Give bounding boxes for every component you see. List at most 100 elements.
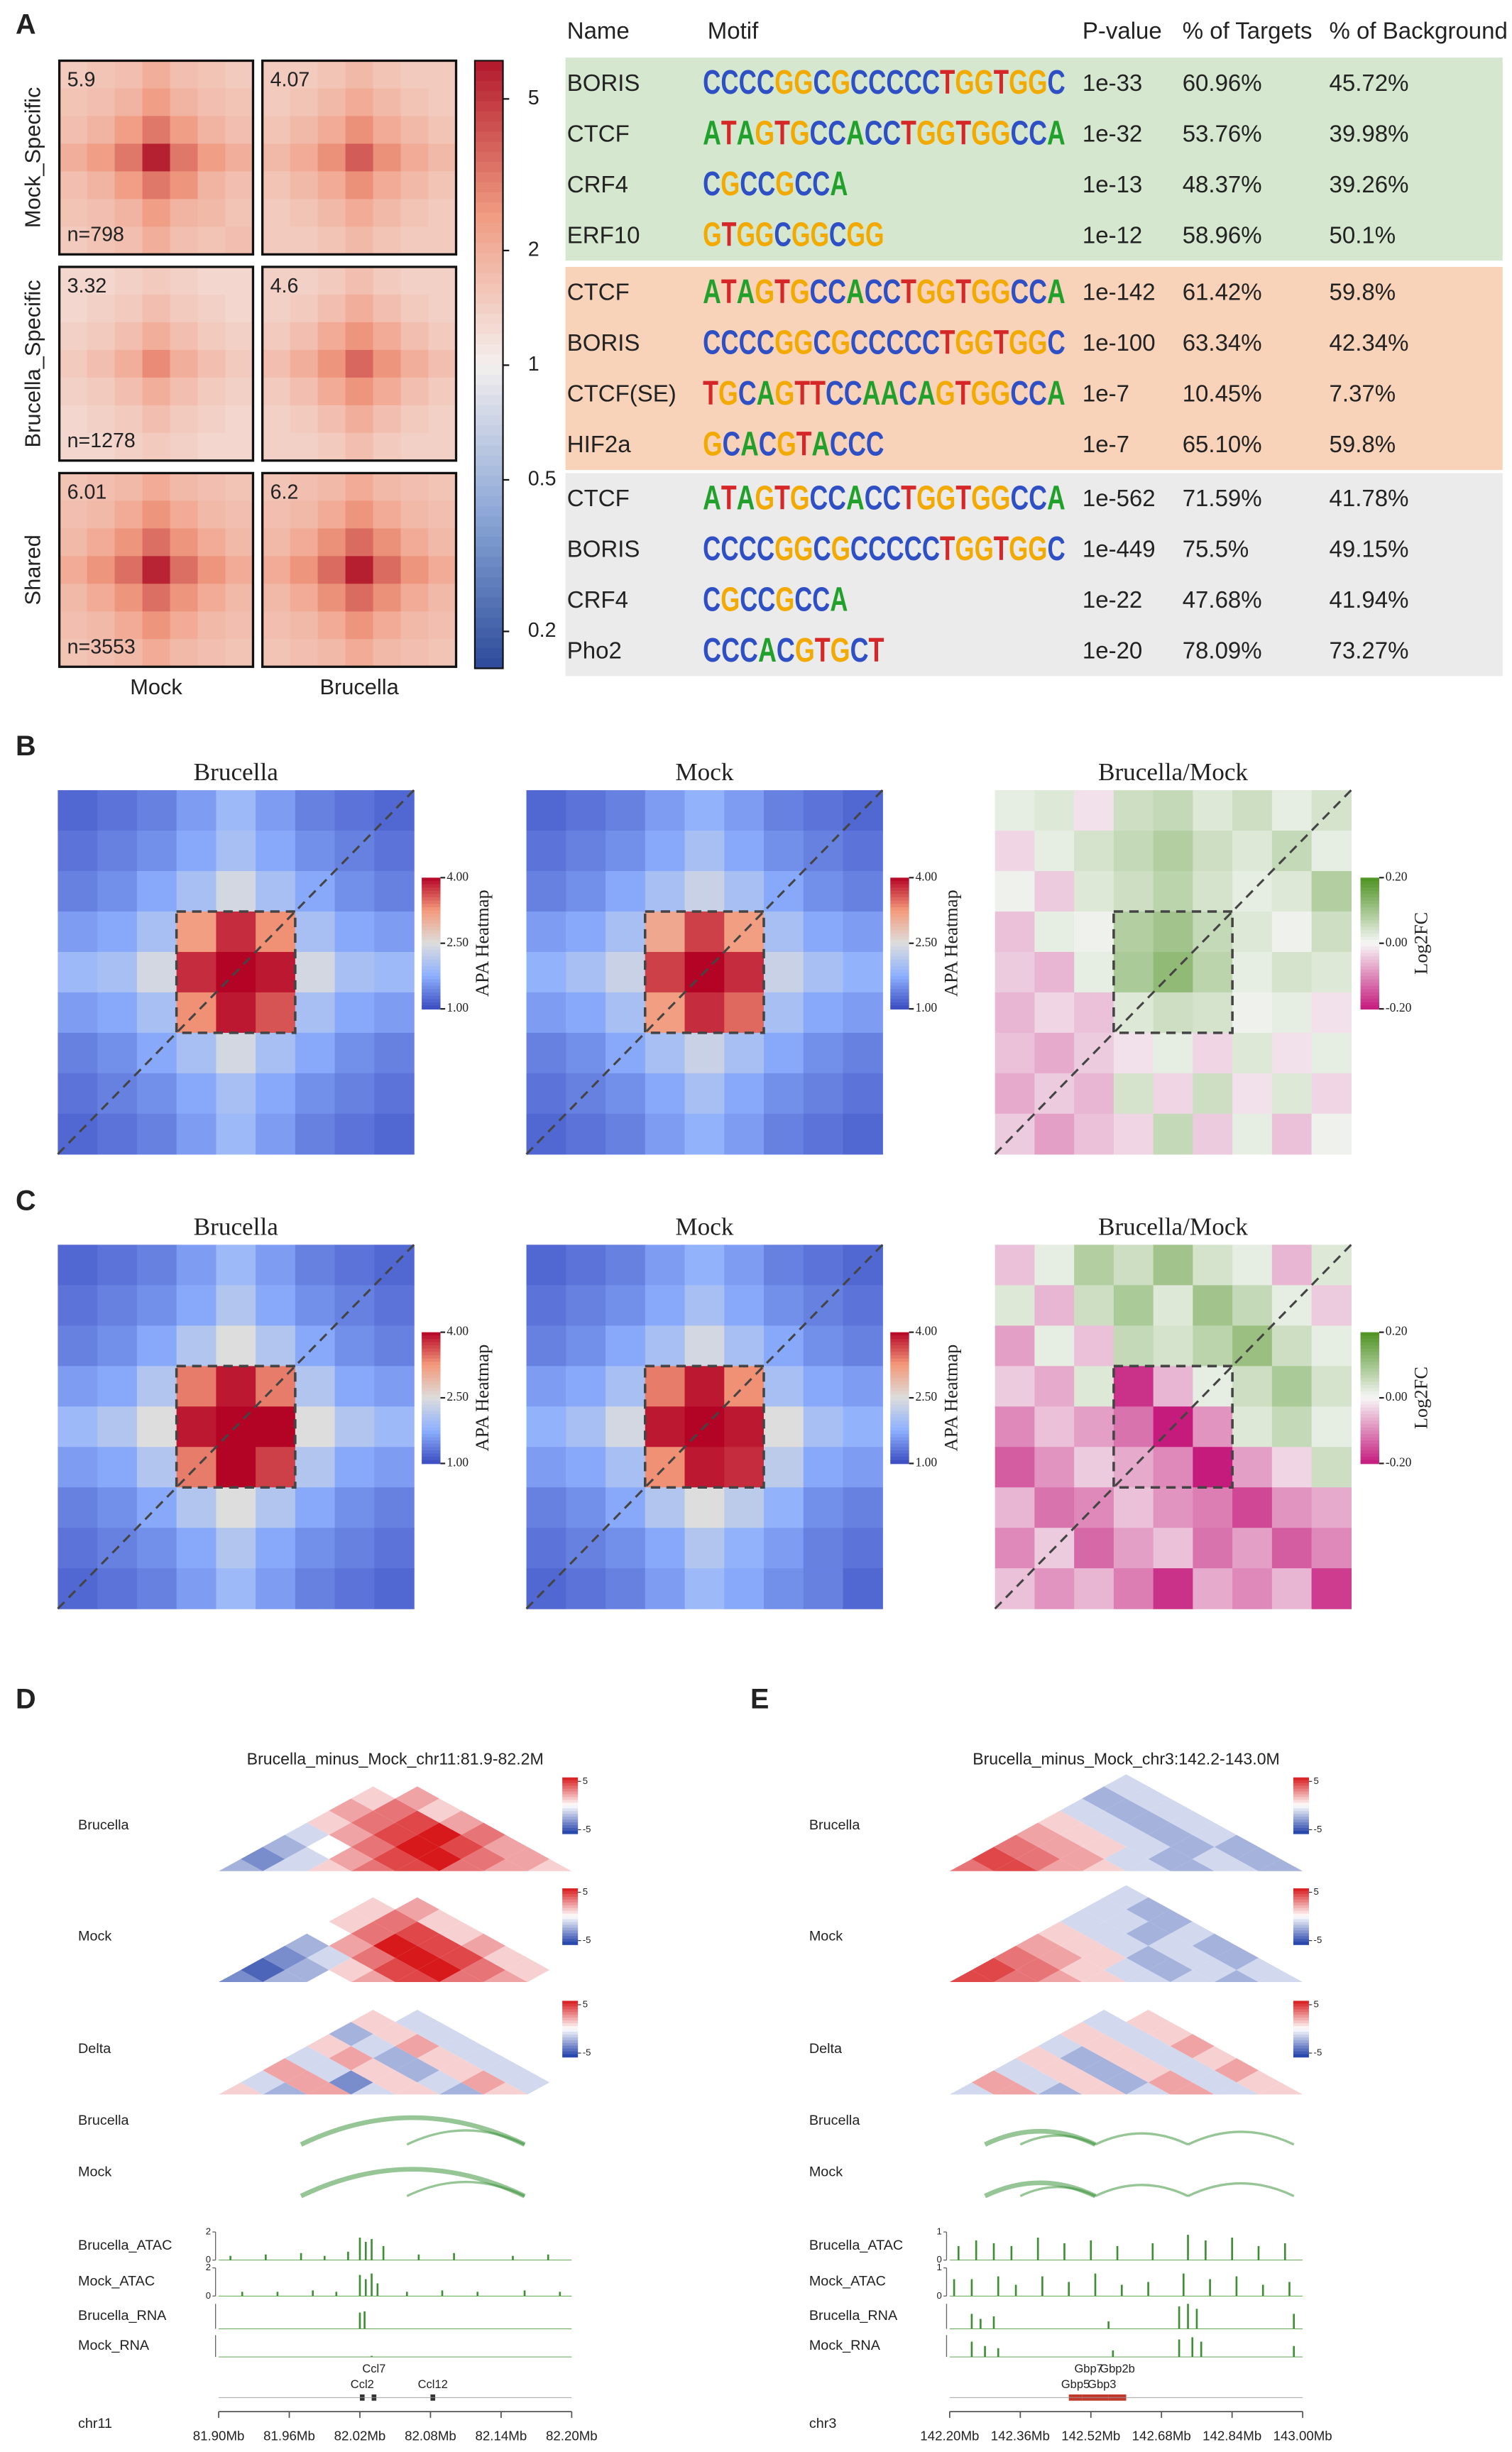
colorbar-segment [890,959,909,964]
signal-bar [417,2254,420,2260]
colorbar-segment [890,1384,909,1389]
colorbar-segment [890,897,909,902]
colorbar-segment [562,2009,579,2013]
heatmap-cell [114,639,143,667]
colorbar-segment [1360,1358,1379,1363]
heatmap-cell [374,1568,415,1609]
signal-bar [1195,2309,1198,2329]
colorbar-segment [890,1424,909,1428]
colorbar-segment [422,1348,441,1353]
colorbar-segment [890,1002,909,1007]
heatmap-cell [256,790,296,831]
colorbar-segment [562,1785,579,1790]
heatmap-cell [1153,790,1194,831]
heatmap-cell [142,143,171,173]
colorbar-segment [562,2054,579,2058]
colorbar-segment [890,1411,909,1416]
colorbar-segment [1293,1785,1309,1790]
colorbar-segment [890,1372,909,1376]
colorbar-segment [422,1433,441,1438]
heatmap-cell [216,1073,256,1115]
heatmap-cell [724,1528,765,1569]
colorbar-segment [562,1831,579,1834]
heatmap-cell [606,1568,646,1609]
heatmap-cell [1232,1113,1273,1155]
contact-cell [351,1859,395,1871]
colorbar-segment [1360,1332,1379,1337]
heatmap-cell [684,1032,725,1074]
table-cell: 1e-32 [1083,120,1142,146]
heatmap-cell [334,790,376,831]
heatmap-cell [645,1568,686,1609]
heatmap-cell [136,831,177,872]
heatmap-cell [803,911,844,953]
heatmap-cell [334,911,376,953]
arc [1095,2132,1189,2146]
triangle-heatmap [949,1998,1303,2095]
colorbar-segment [474,476,503,487]
colorbar-segment [562,1888,579,1892]
heatmap-cell [295,992,336,1034]
heatmap-cell [1193,871,1233,912]
heatmap-cell [170,377,199,406]
heatmap-cell [645,1366,686,1407]
signal-bar [980,2319,982,2329]
heatmap-cell [216,1366,256,1407]
colorbar-segment [562,1913,579,1917]
table-cell: ERF10 [567,221,640,248]
colorbar-segment [474,314,503,325]
heatmap-cell [142,528,171,557]
colorbar-segment [422,1457,441,1461]
heatmap-cell [995,1487,1036,1528]
colorbar-segment [1360,1453,1379,1458]
count-label: n=3553 [67,635,136,658]
heatmap-cell [1074,790,1114,831]
colorbar-segment [474,445,503,456]
colorbar-segment [474,91,503,102]
colorbar-segment [890,894,909,898]
colorbar-segment [1360,956,1379,960]
colorbar-segment [562,2012,579,2015]
contact-cell [949,1859,995,1871]
colorbar-segment [474,121,503,133]
colorbar-segment [562,2006,579,2010]
colorbar-segment [1293,1805,1309,1809]
track-label: Brucella_RNA [78,2308,167,2324]
heatmap-cell [216,1113,256,1155]
colorbar-segment [890,1364,909,1369]
signal-bar [1036,2237,1039,2260]
heatmap-cell [764,1113,804,1155]
map-title: Mock [675,1213,733,1240]
colorbar-segment [1360,1443,1379,1448]
colorbar-segment [562,1802,579,1807]
colorbar-segment [1293,1808,1309,1812]
heatmap-cell [803,951,844,993]
heatmap-cell [57,911,98,953]
heatmap-cell [995,951,1036,993]
heatmap-cell [1232,831,1273,872]
colorbar-segment [422,914,441,918]
heatmap-cell [803,1325,844,1367]
colorbar-segment [562,2018,579,2021]
triangle-heatmap [219,1774,572,1871]
heatmap-cell [566,1325,606,1367]
colorbar-segment [890,1381,909,1386]
heatmap-cell [606,1528,646,1569]
colorbar-segment [1360,985,1379,990]
colorbar-segment [1293,1791,1309,1795]
heatmap-cell [142,556,171,584]
colorbar-tick-label: 1.00 [447,1455,469,1469]
signal-bar [364,2279,367,2297]
contact-cell [1082,1859,1127,1871]
heatmap-cell [1232,1244,1273,1286]
colorbar-segment [890,1460,909,1465]
colorbar-segment [890,877,909,882]
heatmap-cell [197,322,226,351]
heatmap-cell [764,1487,804,1528]
heatmap-cell [97,1487,138,1528]
center-box [175,910,297,1034]
heatmap-cell [843,992,883,1034]
colorbar-segment [422,1384,441,1389]
colorbar-segment [890,1427,909,1432]
